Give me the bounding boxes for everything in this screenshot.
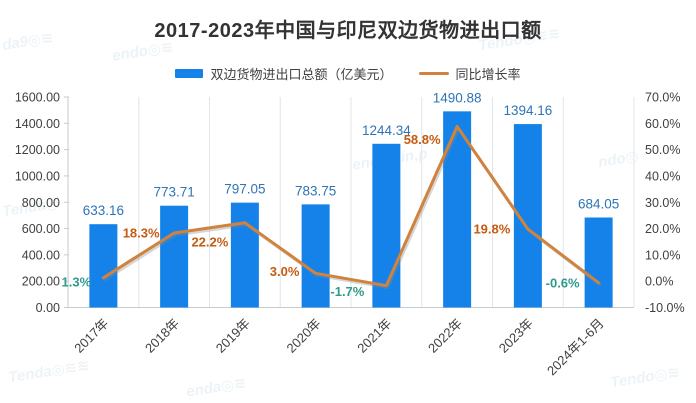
bar-value-label: 633.16 — [83, 203, 124, 218]
legend-bar-swatch-icon — [175, 69, 204, 78]
left-axis-tick-label: 0.00 — [36, 301, 60, 315]
right-axis-tick-label: 20.0% — [645, 222, 680, 236]
right-axis-tick-label: -10.0% — [645, 301, 685, 315]
bar-value-label: 1490.88 — [433, 90, 482, 105]
bar-value-label: 773.71 — [153, 185, 194, 200]
bar-value-label: 684.05 — [578, 197, 619, 212]
left-axis-tick-label: 800.00 — [22, 196, 60, 210]
legend-item-line: 同比增长率 — [418, 64, 521, 83]
bar-2024年1-6月 — [584, 217, 613, 308]
chart-title: 2017-2023年中国与印尼双边货物进出口额 — [154, 20, 542, 42]
right-axis-tick-label: 50.0% — [645, 143, 680, 157]
bar-value-label: 1394.16 — [503, 103, 552, 118]
bar-2018年 — [160, 205, 189, 308]
right-axis-tick-label: 70.0% — [645, 91, 680, 105]
legend-line-label: 同比增长率 — [455, 67, 521, 82]
growth-rate-label: 58.8% — [404, 132, 441, 147]
x-axis-label: 2019年 — [213, 316, 253, 356]
x-axis-label: 2024年1-6月 — [544, 316, 607, 379]
legend-item-bars: 双边货物进出口总额（亿美元） — [175, 64, 393, 83]
growth-rate-label: 18.3% — [123, 226, 160, 241]
bar-2019年 — [230, 202, 259, 308]
left-axis-tick-label: 200.00 — [22, 275, 60, 289]
growth-rate-label: -1.7% — [330, 284, 364, 299]
growth-rate-label: 3.0% — [270, 264, 300, 279]
left-axis-tick-label: 1000.00 — [15, 169, 60, 183]
x-axis-label: 2018年 — [142, 316, 182, 356]
growth-rate-label: 1.3% — [62, 274, 92, 289]
right-axis-tick-label: 10.0% — [645, 248, 680, 262]
x-axis-label: 2023年 — [496, 316, 536, 356]
right-axis-tick-label: 60.0% — [645, 117, 680, 131]
x-axis-label: 2021年 — [354, 316, 394, 356]
bar-2021年 — [372, 143, 401, 308]
left-axis-tick-label: 400.00 — [22, 248, 60, 262]
bar-value-label: 1244.34 — [362, 123, 411, 138]
bar-value-label: 797.05 — [224, 182, 265, 197]
legend-line-swatch-icon — [418, 72, 449, 75]
left-axis-tick-label: 600.00 — [22, 222, 60, 236]
bar-2017年 — [89, 224, 118, 308]
right-axis-tick-label: 40.0% — [645, 169, 680, 183]
left-axis-tick-label: 1600.00 — [15, 91, 60, 105]
left-axis-tick-label: 1400.00 — [15, 117, 60, 131]
right-axis-tick-label: 30.0% — [645, 196, 680, 210]
growth-rate-label: 19.8% — [473, 222, 510, 237]
left-axis-tick-label: 1200.00 — [15, 143, 60, 157]
legend-bar-label: 双边货物进出口总额（亿美元） — [210, 67, 393, 82]
growth-line — [101, 124, 601, 288]
x-axis-label: 2017年 — [71, 316, 111, 356]
growth-rate-label: 22.2% — [191, 234, 228, 249]
growth-rate-label: -0.6% — [546, 275, 580, 290]
bar-value-label: 783.75 — [295, 183, 336, 198]
x-axis-label: 2020年 — [283, 316, 323, 356]
x-axis-label: 2022年 — [425, 316, 465, 356]
legend: 双边货物进出口总额（亿美元） 同比增长率 — [0, 64, 696, 83]
right-axis-tick-label: 0.0% — [645, 275, 674, 289]
bar-2020年 — [301, 204, 330, 308]
